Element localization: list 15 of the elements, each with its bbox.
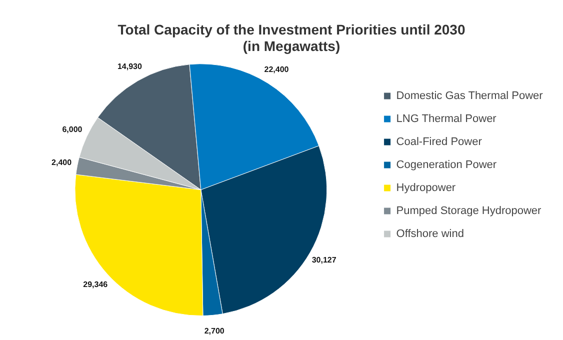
legend-label: Domestic Gas Thermal Power <box>396 90 544 102</box>
chart-title: Total Capacity of the Investment Priorities until 2030 (in Megawatts) <box>118 21 466 54</box>
data-label: 14,930 <box>117 62 143 72</box>
data-label: 6,000 <box>62 125 83 134</box>
legend-label: Offshore wind <box>396 228 464 240</box>
legend-label: Cogeneration Power <box>396 159 497 172</box>
legend-label: Pumped Storage Hydropower <box>396 205 542 218</box>
legend-label: Coal-Fired Power <box>396 136 482 148</box>
data-label: 22,400 <box>264 64 290 74</box>
data-label: 2,700 <box>204 326 225 336</box>
legend-label: LNG Thermal Power <box>396 113 497 126</box>
legend-label: Hydropower <box>396 182 456 194</box>
data-label: 29,346 <box>83 280 108 289</box>
data-label: 2,400 <box>52 158 72 167</box>
data-label: 30,127 <box>312 256 337 265</box>
